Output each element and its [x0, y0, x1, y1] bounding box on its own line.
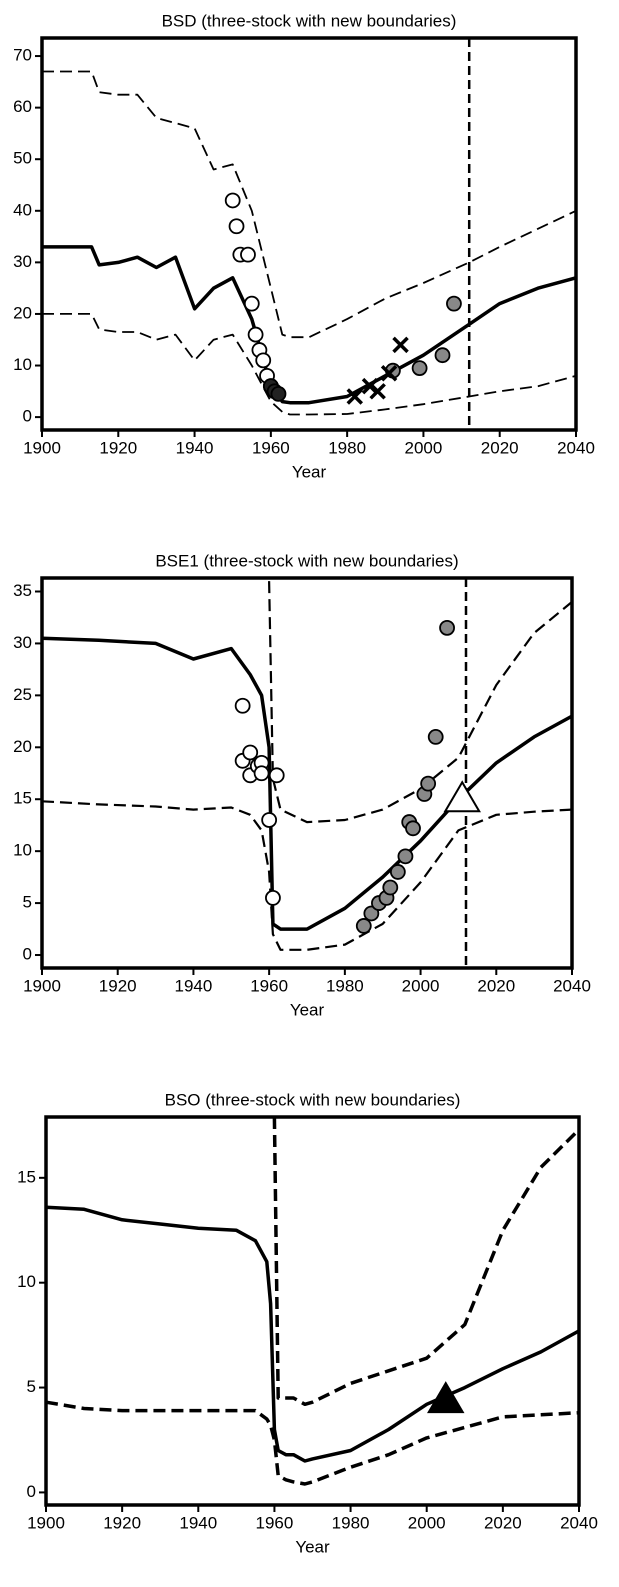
- y-tick-label: 20: [13, 303, 32, 322]
- x-axis-label: Year: [292, 462, 327, 481]
- point: [369, 383, 386, 400]
- series-line: [42, 313, 577, 416]
- y-tick-label: 20: [13, 737, 32, 756]
- y-tick-label: 40: [13, 200, 32, 219]
- chart-title: BSE1 (three-stock with new boundaries): [155, 551, 458, 570]
- y-tick-label: 10: [13, 355, 32, 374]
- x-tick-label: 2040: [557, 438, 595, 457]
- x-tick-label: 2000: [405, 438, 443, 457]
- x-tick-label: 1900: [27, 1513, 65, 1532]
- y-tick-label: 0: [23, 945, 32, 964]
- y-tick-label: 50: [13, 149, 32, 168]
- point: [240, 246, 256, 263]
- chart-title: BSD (three-stock with new boundaries): [162, 11, 457, 30]
- y-tick-label: 5: [27, 1377, 36, 1396]
- point: [443, 780, 481, 813]
- x-tick-label: 1940: [179, 1513, 217, 1532]
- x-tick-label: 1940: [175, 976, 213, 995]
- x-tick-label: 1920: [103, 1513, 141, 1532]
- x-tick-label: 2020: [484, 1513, 522, 1532]
- point: [228, 218, 245, 235]
- point: [411, 360, 428, 377]
- point: [346, 388, 364, 405]
- x-tick-label: 1940: [176, 438, 214, 457]
- y-tick-label: 15: [13, 789, 32, 808]
- x-tick-label: 2040: [560, 1513, 598, 1532]
- x-tick-label: 1960: [256, 1513, 294, 1532]
- x-tick-label: 2020: [481, 438, 519, 457]
- series-line: [42, 245, 577, 405]
- y-tick-label: 60: [13, 97, 32, 116]
- point: [392, 336, 409, 354]
- point: [446, 295, 462, 312]
- point: [234, 697, 251, 714]
- chart-title: BSO (three-stock with new boundaries): [165, 1090, 461, 1109]
- x-tick-label: 2040: [553, 976, 591, 995]
- point: [380, 365, 398, 382]
- point: [382, 879, 399, 896]
- plot-frame: [40, 576, 574, 970]
- point: [265, 889, 281, 906]
- point: [224, 192, 241, 209]
- point: [397, 848, 414, 865]
- x-tick-label: 1980: [326, 976, 364, 995]
- series-line: [42, 70, 577, 339]
- x-tick-label: 1980: [332, 1513, 370, 1532]
- point: [434, 347, 451, 364]
- point: [420, 775, 437, 792]
- y-tick-label: 25: [13, 685, 32, 704]
- point: [427, 1381, 465, 1414]
- point: [439, 619, 455, 636]
- y-tick-label: 15: [17, 1167, 36, 1186]
- y-tick-label: 10: [13, 841, 32, 860]
- y-tick-label: 35: [13, 581, 32, 600]
- x-axis-label: Year: [295, 1537, 330, 1556]
- y-tick-label: 30: [13, 252, 32, 271]
- point: [261, 812, 278, 828]
- series-line: [41, 636, 573, 931]
- y-tick-label: 10: [17, 1272, 36, 1291]
- x-tick-label: 2000: [408, 1513, 446, 1532]
- x-tick-label: 1900: [23, 438, 61, 457]
- x-tick-label: 1980: [328, 438, 366, 457]
- point: [255, 352, 272, 369]
- y-tick-label: 0: [23, 407, 32, 426]
- series-line: [45, 1400, 580, 1486]
- plot-frame: [40, 36, 578, 432]
- point: [427, 729, 444, 745]
- point: [253, 765, 270, 782]
- x-tick-label: 1960: [250, 976, 288, 995]
- point: [268, 767, 285, 784]
- point: [247, 326, 264, 343]
- series-line: [268, 581, 573, 824]
- series-line: [272, 1116, 581, 1407]
- point: [270, 385, 287, 402]
- series-line: [41, 800, 573, 951]
- x-tick-label: 1960: [252, 438, 290, 457]
- x-tick-label: 1900: [23, 976, 61, 995]
- x-axis-label: Year: [290, 1000, 325, 1019]
- y-tick-label: 5: [23, 893, 32, 912]
- point: [389, 864, 406, 880]
- y-tick-label: 30: [13, 633, 32, 652]
- series-line: [45, 1205, 580, 1463]
- y-tick-label: 70: [13, 46, 32, 65]
- point: [242, 744, 259, 761]
- plot-frame: [44, 1115, 581, 1507]
- point: [405, 820, 421, 837]
- point: [363, 905, 380, 922]
- x-tick-label: 1920: [99, 438, 137, 457]
- x-tick-label: 2020: [477, 976, 515, 995]
- x-tick-label: 1920: [99, 976, 137, 995]
- y-tick-label: 0: [27, 1482, 36, 1501]
- x-tick-label: 2000: [402, 976, 440, 995]
- point: [243, 295, 260, 312]
- point: [355, 918, 372, 934]
